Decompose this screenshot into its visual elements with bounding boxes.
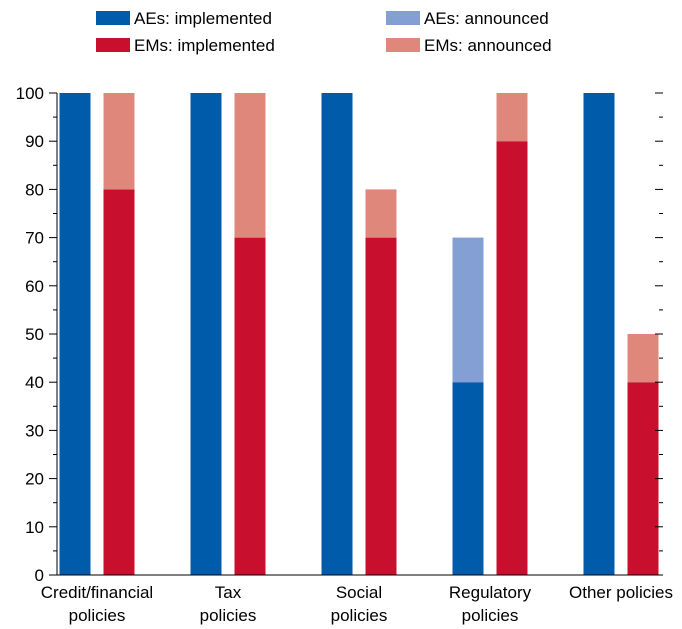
y-tick-label-0: 0 xyxy=(35,566,44,585)
x-tick-label-2: Social policies xyxy=(331,583,388,625)
bar-ems-implemented-4 xyxy=(627,382,659,575)
y-tick-label-90: 90 xyxy=(25,132,44,151)
bar-aes-implemented-3 xyxy=(452,382,484,575)
bars xyxy=(59,93,659,575)
x-tick-label-line: Regulatory xyxy=(449,583,532,602)
bar-ems-implemented-3 xyxy=(496,141,528,575)
axes: 0 10 20 30 40 50 60 70 80 90 100 xyxy=(16,84,663,585)
legend-label-aes-implemented: AEs: implemented xyxy=(134,9,272,28)
bar-aes-implemented-0 xyxy=(59,93,91,575)
bar-ems-announced-0 xyxy=(103,93,135,190)
bar-ems-announced-1 xyxy=(234,93,266,238)
y-tick-label-50: 50 xyxy=(25,325,44,344)
bar-aes-implemented-4 xyxy=(583,93,615,575)
y-tick-label-60: 60 xyxy=(25,277,44,296)
y-tick-label-100: 100 xyxy=(16,84,44,103)
x-tick-label-line: policies xyxy=(200,606,257,625)
y-tick-label-10: 10 xyxy=(25,518,44,537)
x-tick-label-line: Social xyxy=(336,583,382,602)
x-tick-label-line: policies xyxy=(462,606,519,625)
legend-swatch-ems-implemented xyxy=(96,38,130,52)
y-tick-label-40: 40 xyxy=(25,373,44,392)
y-tick-label-20: 20 xyxy=(25,470,44,489)
legend-label-ems-implemented: EMs: implemented xyxy=(134,36,275,55)
legend-swatch-aes-announced xyxy=(386,11,420,25)
y-tick-label-30: 30 xyxy=(25,421,44,440)
bar-aes-implemented-1 xyxy=(190,93,222,575)
legend-swatch-aes-implemented xyxy=(96,11,130,25)
x-tick-label-line: Other policies xyxy=(569,583,673,602)
y-tick-label-70: 70 xyxy=(25,229,44,248)
x-tick-label-line: policies xyxy=(331,606,388,625)
x-tick-label-3: Regulatory policies xyxy=(449,583,532,625)
bar-ems-announced-4 xyxy=(627,334,659,383)
bar-ems-implemented-1 xyxy=(234,237,266,575)
legend-label-ems-announced: EMs: announced xyxy=(424,36,552,55)
x-tick-label-1: Tax policies xyxy=(200,583,257,625)
bar-ems-announced-2 xyxy=(365,189,397,238)
legend-label-aes-announced: AEs: announced xyxy=(424,9,549,28)
y-tick-label-80: 80 xyxy=(25,180,44,199)
x-tick-label-line: Credit/financial xyxy=(41,583,153,602)
bar-ems-implemented-0 xyxy=(103,189,135,575)
bar-ems-announced-3 xyxy=(496,93,528,142)
legend: AEs: implemented AEs: announced EMs: imple… xyxy=(96,9,552,55)
x-tick-label-line: policies xyxy=(69,606,126,625)
x-tick-label-line: Tax xyxy=(215,583,242,602)
bar-aes-implemented-2 xyxy=(321,93,353,575)
x-tick-label-4: Other policies xyxy=(569,583,673,602)
x-tick-label-0: Credit/financial policies xyxy=(41,583,153,625)
legend-swatch-ems-announced xyxy=(386,38,420,52)
bar-ems-implemented-2 xyxy=(365,237,397,575)
bar-aes-announced-3 xyxy=(452,237,484,383)
